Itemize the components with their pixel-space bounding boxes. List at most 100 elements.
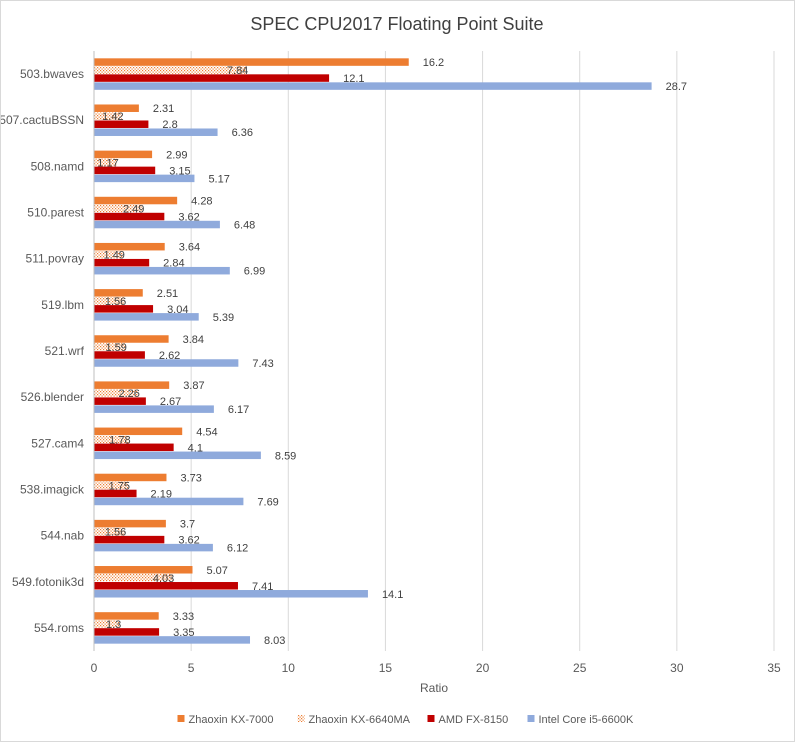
bar xyxy=(94,612,159,620)
data-label: 2.84 xyxy=(163,258,184,270)
data-label: 4.1 xyxy=(188,442,203,454)
bar xyxy=(94,628,160,636)
bar xyxy=(94,58,409,66)
data-label: 2.67 xyxy=(160,396,181,408)
data-label: 1.42 xyxy=(102,111,123,123)
bar xyxy=(94,313,199,321)
gridlines xyxy=(190,51,775,651)
data-label: 1.59 xyxy=(105,342,126,354)
bar xyxy=(94,566,193,574)
bar xyxy=(94,636,251,644)
category-label: 527.cam4 xyxy=(31,436,84,450)
data-label: 6.36 xyxy=(232,127,253,139)
category-label: 503.bwaves xyxy=(20,67,84,81)
x-tick-label: 35 xyxy=(767,661,781,675)
data-label: 2.19 xyxy=(151,488,172,500)
bar xyxy=(94,582,238,590)
bar xyxy=(94,389,138,397)
category-label: 544.nab xyxy=(41,529,85,543)
bar xyxy=(94,590,368,598)
data-label: 2.31 xyxy=(153,103,174,115)
data-label: 6.12 xyxy=(227,543,248,555)
data-label: 3.15 xyxy=(169,165,190,177)
bar xyxy=(94,196,178,205)
bar xyxy=(94,359,239,367)
data-label: 2.26 xyxy=(118,388,139,400)
data-label: 28.7 xyxy=(666,81,687,93)
legend-swatch xyxy=(177,715,185,722)
category-label: 549.fotonik3d xyxy=(12,575,84,589)
data-label: 4.03 xyxy=(153,573,174,585)
data-label: 3.7 xyxy=(180,519,195,531)
data-label: 4.54 xyxy=(196,426,217,438)
data-label: 3.62 xyxy=(178,212,199,224)
bar xyxy=(94,166,156,175)
data-label: 1.3 xyxy=(106,619,121,631)
data-labels: 16.2 7.84 12.1 28.7 2.31 1.42 2.8 6.36 2.99 1.17 3… xyxy=(97,57,687,647)
bar xyxy=(94,258,150,267)
data-label: 5.07 xyxy=(207,565,228,577)
data-label: 3.04 xyxy=(167,304,188,316)
legend-label: Intel Core i5-6600K xyxy=(539,714,634,726)
bar xyxy=(94,335,169,343)
bar xyxy=(94,242,165,251)
data-label: 3.62 xyxy=(178,535,199,547)
bar xyxy=(94,381,170,389)
bar xyxy=(94,343,125,351)
data-label: 1.56 xyxy=(105,527,126,539)
data-label: 2.8 xyxy=(162,119,177,131)
bar xyxy=(94,212,165,221)
bar xyxy=(94,535,165,544)
bar xyxy=(94,150,153,159)
data-label: 1.75 xyxy=(109,480,130,492)
category-label: 511.povray xyxy=(26,252,84,266)
data-label: 6.48 xyxy=(234,220,255,232)
bar xyxy=(94,266,230,275)
x-tick-label: 10 xyxy=(282,661,296,675)
data-label: 5.39 xyxy=(213,312,234,324)
data-label: 1.49 xyxy=(104,250,125,262)
legend-label: Zhaoxin KX-7000 xyxy=(189,714,274,726)
category-label: 538.imagick xyxy=(20,482,85,496)
data-label: 6.99 xyxy=(244,266,265,278)
bar xyxy=(94,443,174,452)
data-label: 2.99 xyxy=(166,149,187,161)
data-label: 6.17 xyxy=(228,404,249,416)
data-label: 2.51 xyxy=(157,288,178,300)
data-label: 8.03 xyxy=(264,635,285,647)
data-label: 3.84 xyxy=(183,334,204,346)
bar xyxy=(94,473,167,482)
bar xyxy=(94,289,143,297)
bar xyxy=(94,305,154,313)
bar xyxy=(94,574,173,582)
x-tick-label: 30 xyxy=(670,661,684,675)
data-label: 5.17 xyxy=(208,173,229,185)
category-label: 554.roms xyxy=(34,621,84,635)
data-label: 16.2 xyxy=(423,57,444,69)
data-label: 8.59 xyxy=(275,450,296,462)
category-label: 526.blender xyxy=(21,390,84,404)
category-label: 508.namd xyxy=(31,159,84,173)
bar xyxy=(94,397,146,405)
bar xyxy=(94,66,247,74)
legend-label: Zhaoxin KX-6640MA xyxy=(309,714,411,726)
data-label: 1.17 xyxy=(97,157,118,169)
data-label: 3.64 xyxy=(179,242,200,254)
bar xyxy=(94,427,183,436)
data-label: 7.41 xyxy=(252,581,273,593)
legend: Zhaoxin KX-7000 Zhaoxin KX-6640MA AMD FX-8… xyxy=(177,714,634,726)
bar xyxy=(94,497,244,506)
bar xyxy=(94,174,195,183)
bar xyxy=(94,128,218,136)
x-tick-label: 15 xyxy=(379,661,393,675)
x-tick-label: 5 xyxy=(188,661,195,675)
bar xyxy=(94,481,128,490)
category-label: 510.parest xyxy=(27,206,84,220)
x-tick-label: 25 xyxy=(573,661,587,675)
legend-swatch xyxy=(427,715,435,722)
data-label: 3.87 xyxy=(183,380,204,392)
axes: 0 5 10 15 20 25 30 35 503.bwaves 507.cactuBSSN 508… xyxy=(0,51,781,675)
bar xyxy=(94,351,145,359)
bar xyxy=(94,297,125,305)
bar xyxy=(94,519,166,528)
